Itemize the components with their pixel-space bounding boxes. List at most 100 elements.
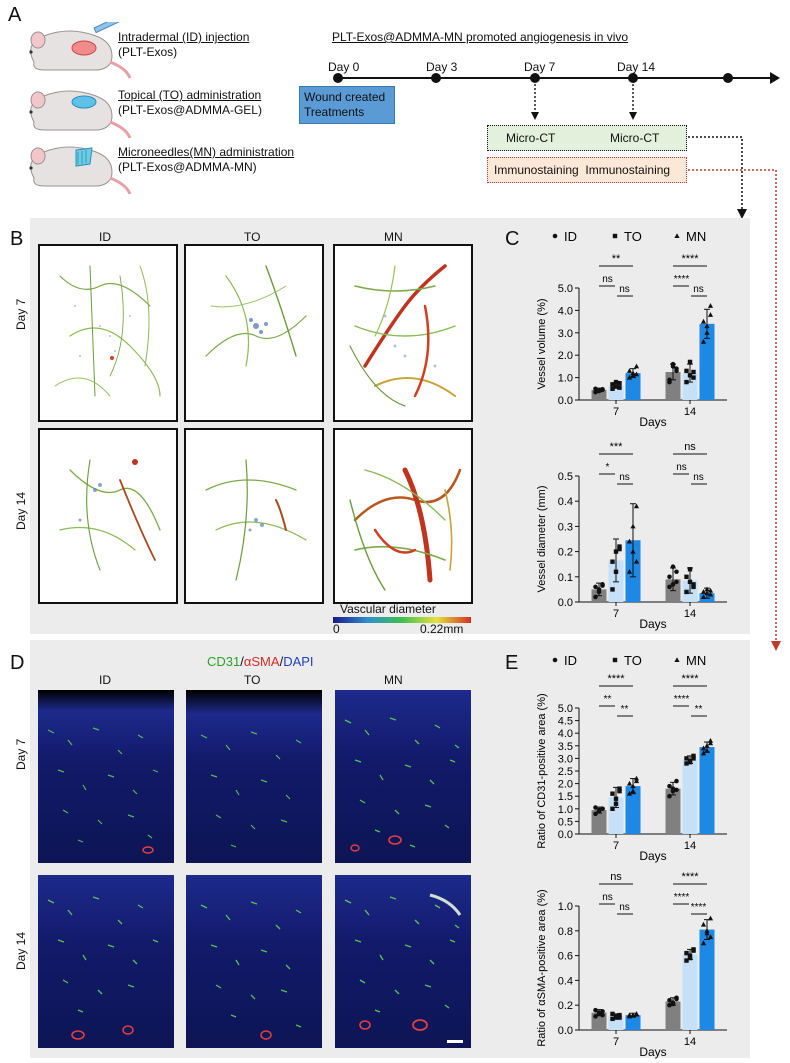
legend-label-id: ID (564, 653, 577, 668)
y-axis-label: Ratio of CD31-positive area (%) (536, 693, 548, 848)
data-point (617, 1012, 622, 1018)
data-point (674, 778, 679, 784)
data-point (633, 503, 640, 509)
data-point (707, 934, 714, 939)
panel-letter-b: B (10, 228, 24, 250)
data-point (691, 753, 696, 759)
sig-label: ns (602, 892, 613, 903)
chart-cd31-area: ID TO MN 0.00.51.01.52.02.53.03.54.04.55.0 R… (536, 653, 727, 863)
data-point (617, 788, 622, 794)
microct-image-to-day7 (184, 244, 324, 422)
x-axis-label: Days (639, 617, 666, 631)
bar-mn-day14 (699, 747, 715, 834)
if-col-to: TO (244, 673, 261, 687)
data-point (610, 587, 615, 592)
data-point (707, 915, 714, 921)
data-point (613, 379, 619, 385)
data-point (684, 574, 689, 579)
sig-label: **** (607, 673, 625, 685)
data-point (707, 303, 714, 308)
data-point (610, 806, 615, 811)
stain-cd31: CD31 (207, 654, 241, 669)
sig-label: ns (619, 284, 630, 295)
stain-sep2: / (279, 654, 284, 669)
if-row-day7: Day 7 (14, 738, 28, 770)
stain-sep1: / (240, 654, 244, 669)
data-point (687, 359, 693, 365)
data-point (687, 579, 693, 585)
data-point (700, 594, 707, 599)
y-tick-label: 4.0 (558, 305, 573, 317)
data-point (593, 389, 598, 395)
bar-mn-day7 (625, 373, 641, 400)
if-image-id-day14 (38, 875, 174, 1048)
data-point (700, 921, 707, 927)
data-point (704, 323, 710, 329)
data-point (684, 368, 689, 374)
legend-marker-id (552, 233, 558, 239)
legend-marker-mn (674, 233, 680, 238)
sig-label: ** (621, 704, 629, 715)
y-tick-label: 0.4 (558, 975, 573, 987)
x-tick-label: 14 (684, 1036, 696, 1048)
y-tick-label: 0.0 (558, 395, 573, 407)
data-point (626, 780, 633, 786)
timeline-day14: Day 14 (617, 60, 656, 74)
data-point (667, 997, 672, 1003)
panel-a-title: PLT-Exos@ADMMA-MN promoted angiogenesis … (332, 30, 629, 44)
data-point (617, 385, 622, 390)
data-point (707, 591, 714, 597)
sig-label: ns (619, 472, 630, 483)
data-point (617, 786, 622, 791)
group-id-label: Intradermal (ID) injection (118, 30, 250, 44)
data-point (600, 1009, 605, 1014)
timeline (333, 72, 780, 120)
if-image-mn-day14 (335, 875, 471, 1048)
data-point (630, 548, 636, 554)
sig-label: **** (674, 694, 690, 705)
microct-col-id: ID (99, 230, 111, 244)
sig-label: ** (612, 253, 621, 265)
scale-bar (447, 1040, 463, 1043)
y-tick-label: 5.0 (558, 283, 573, 295)
x-tick-label: 7 (613, 406, 619, 418)
microct-image-id-day14 (38, 428, 178, 604)
x-tick-label: 7 (613, 840, 619, 852)
bar-mn-day14 (699, 929, 715, 1030)
y-tick-label: 1.0 (558, 373, 573, 385)
data-point (626, 790, 633, 796)
x-tick-label: 14 (684, 406, 696, 418)
timeline-day7: Day 7 (524, 60, 556, 74)
y-tick-label: 1.0 (558, 901, 573, 913)
microct-row-day14: Day 14 (14, 491, 28, 530)
data-point (630, 783, 636, 789)
legend-label-to: TO (624, 653, 642, 668)
data-point (613, 549, 619, 554)
data-point (617, 544, 622, 549)
data-point (670, 1001, 676, 1007)
sig-label: ns (619, 902, 630, 913)
data-point (633, 775, 640, 781)
sig-label: ** (695, 704, 703, 715)
timeline-day0: Day 0 (328, 60, 360, 74)
data-point (610, 382, 615, 387)
data-point (630, 370, 636, 376)
data-point (667, 377, 672, 383)
colorbar-max: 0.22mm (420, 622, 464, 636)
data-point (633, 371, 640, 377)
data-point (630, 1012, 636, 1018)
panel-letter-c: C (505, 228, 520, 250)
bar-mn-day7 (625, 786, 641, 834)
colorbar (333, 617, 471, 623)
data-point (610, 559, 615, 564)
sig-label: **** (681, 871, 699, 883)
microct-col-mn: MN (384, 230, 403, 244)
immunostaining-box: Immunostaining Immunostaining (487, 157, 687, 183)
data-point (630, 523, 636, 529)
bar-to-day14 (682, 373, 698, 400)
data-point (593, 811, 598, 817)
data-point (704, 330, 710, 335)
data-point (704, 930, 710, 936)
data-point (610, 791, 615, 796)
group-mn-label: Microneedles(MN) administration (118, 145, 295, 159)
